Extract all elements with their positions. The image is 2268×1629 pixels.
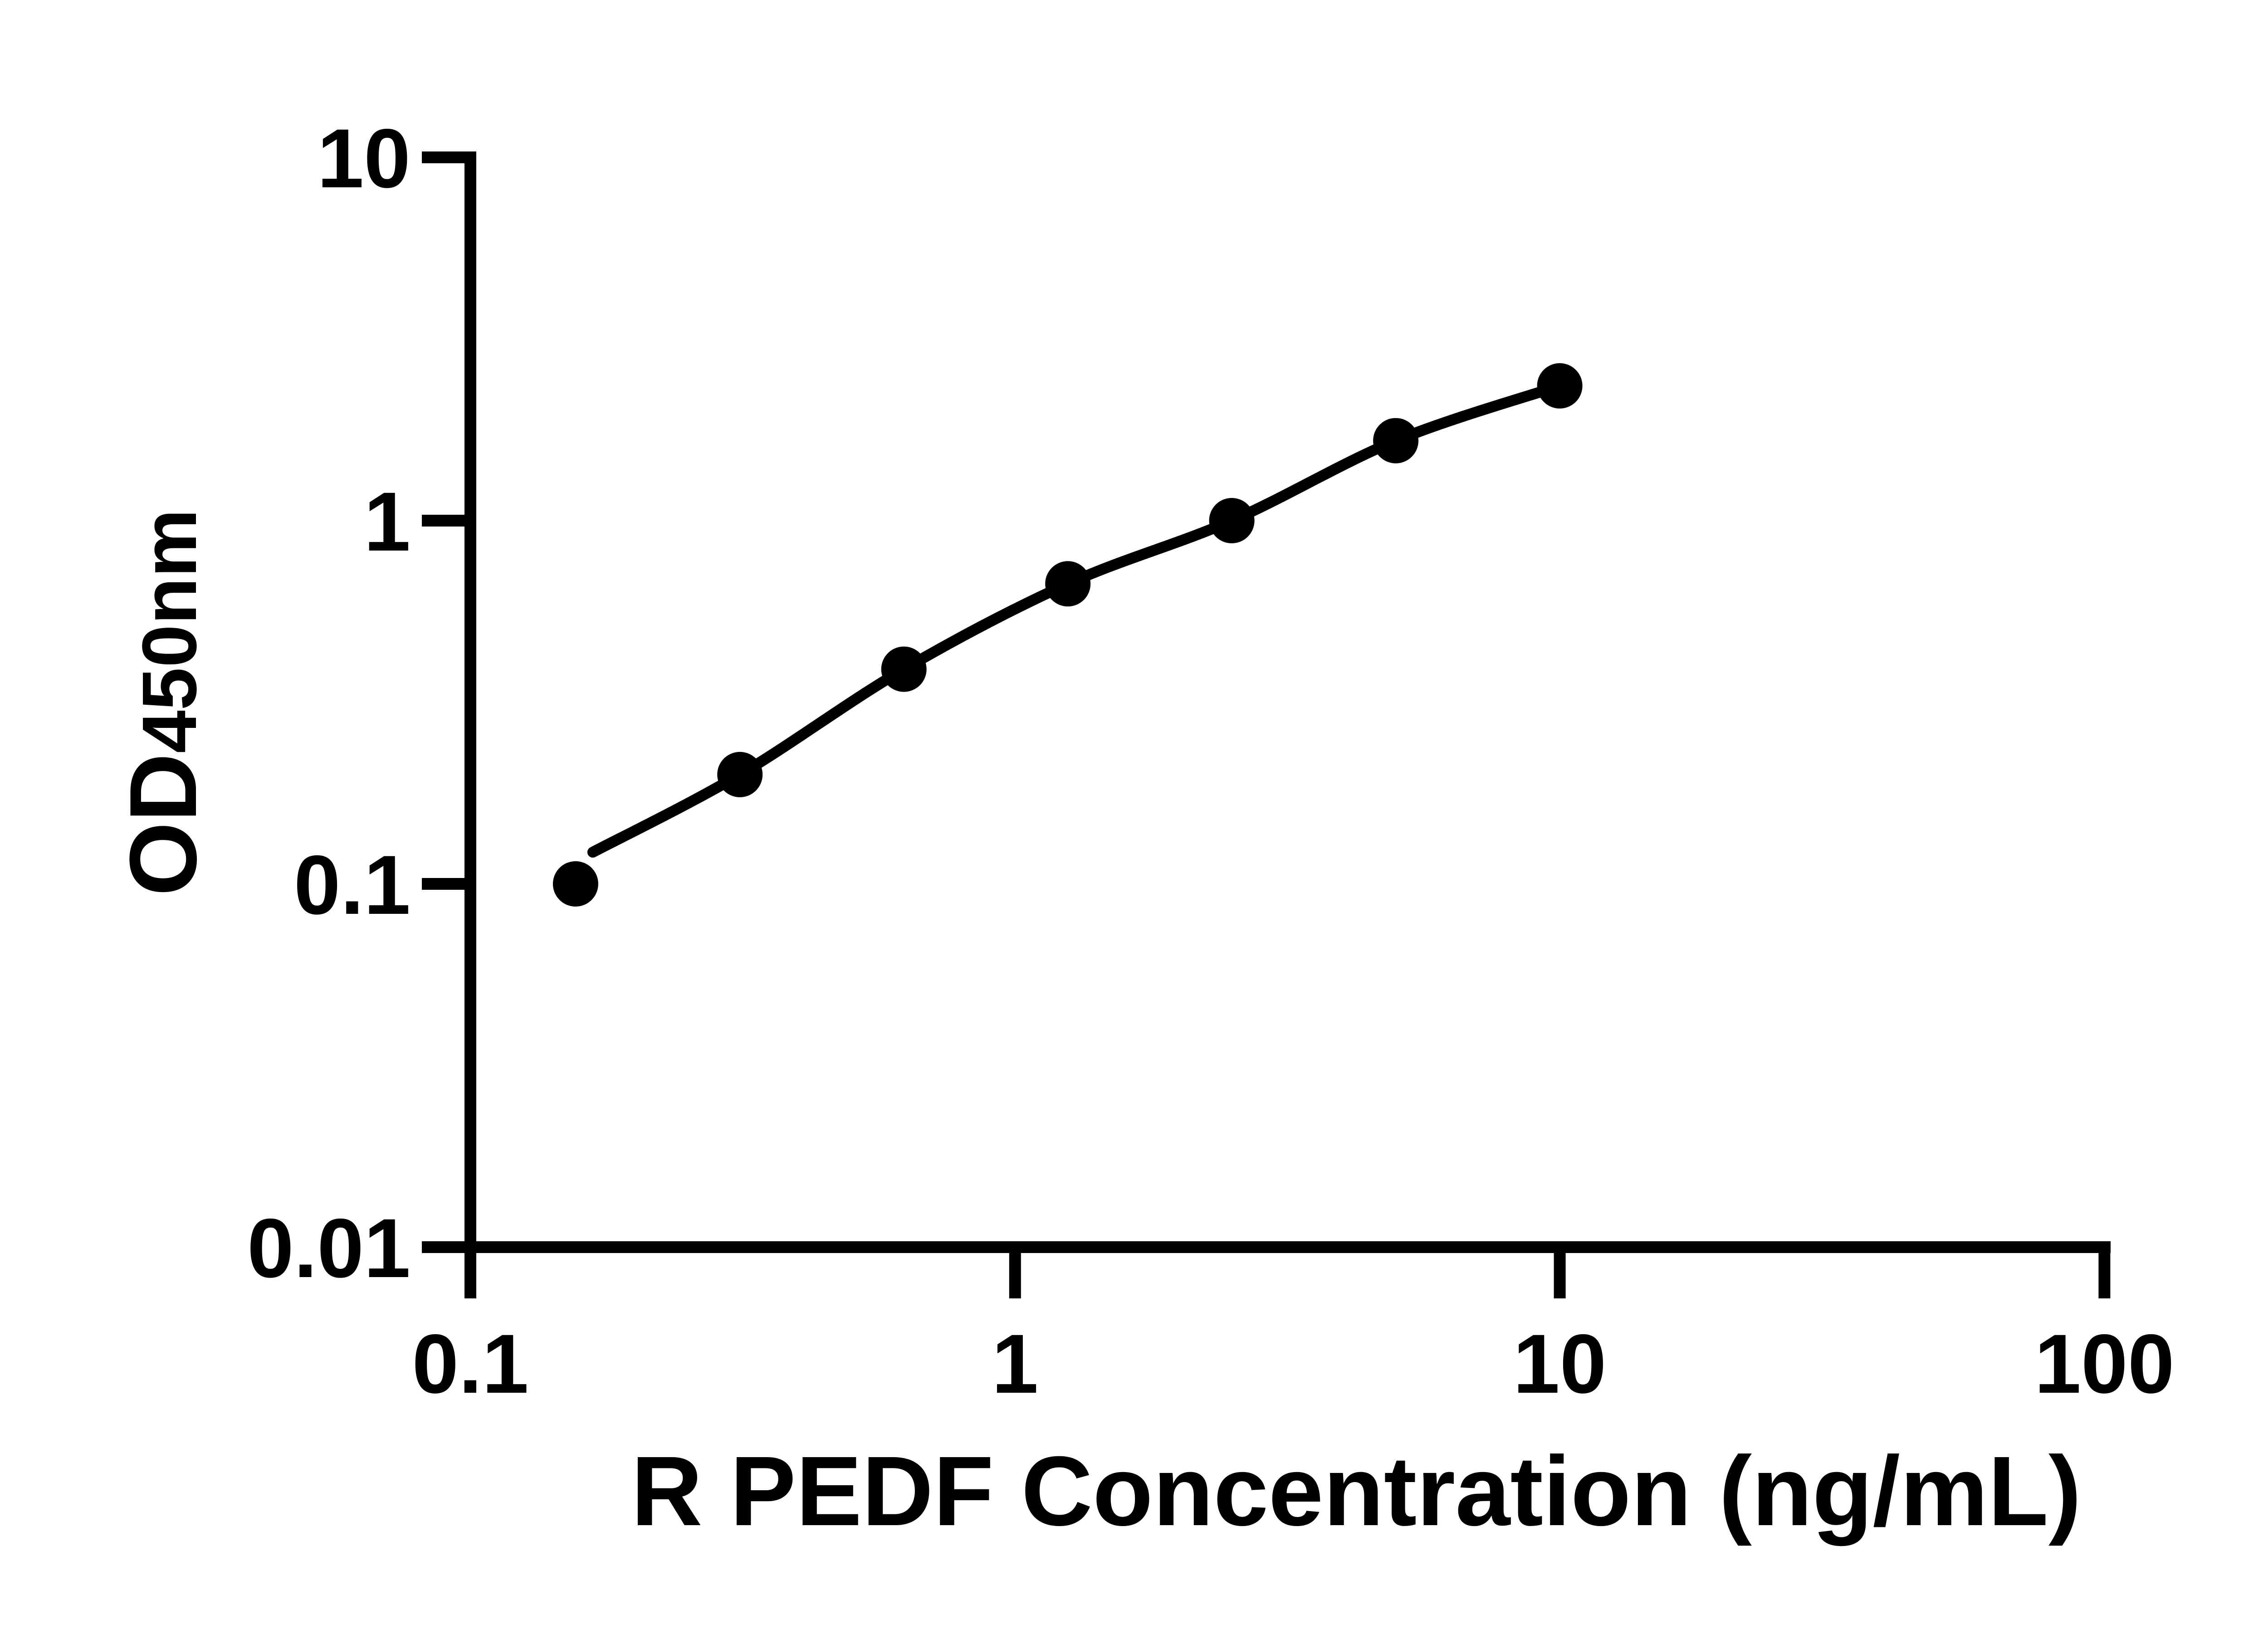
data-point-6 xyxy=(1373,418,1419,463)
x-tick-label-100: 100 xyxy=(2034,1317,2175,1411)
x-axis-title: R PEDF Concentration (ng/mL) xyxy=(631,1436,2081,1546)
y-tick-label-10: 10 xyxy=(317,112,411,205)
y-axis-ticks: 10 1 0.1 0.01 xyxy=(247,112,470,1295)
data-point-5 xyxy=(1209,498,1255,543)
y-tick-label-0.01: 0.01 xyxy=(247,1202,411,1295)
x-tick-label-1: 1 xyxy=(992,1317,1038,1411)
y-axis-title-main: OD xyxy=(110,753,216,896)
y-tick-label-0.1: 0.1 xyxy=(294,839,411,932)
x-axis-ticks: 0.1 1 10 100 xyxy=(412,1247,2175,1411)
y-tick-label-1: 1 xyxy=(364,475,411,569)
plot-area xyxy=(552,363,1583,907)
y-axis-title-sub: 450nm xyxy=(127,509,213,753)
y-axis-title: OD450nm xyxy=(110,509,216,896)
data-point-2 xyxy=(717,751,763,797)
x-tick-label-10: 10 xyxy=(1513,1317,1607,1411)
x-tick-label-0.1: 0.1 xyxy=(412,1317,528,1411)
data-point-3 xyxy=(881,646,927,692)
data-point-1 xyxy=(552,861,598,907)
data-point-7 xyxy=(1537,363,1583,409)
standard-curve-figure: 10 1 0.1 0.01 0.1 1 10 100 R PEDF Concentratio… xyxy=(18,7,2268,1629)
data-point-4 xyxy=(1045,561,1091,607)
